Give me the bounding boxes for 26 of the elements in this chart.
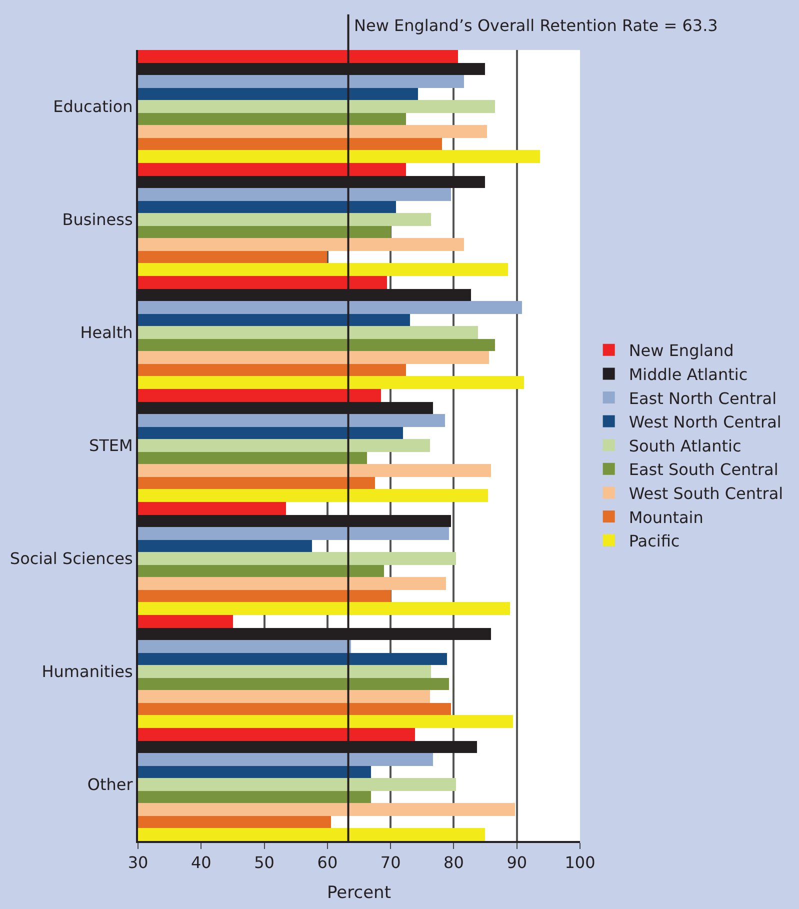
legend-label: Middle Atlantic <box>628 364 748 384</box>
ref-line-label: New England’s Overall Retention Rate = 63.3 <box>354 16 718 35</box>
x-tick-label: 50 <box>254 853 274 872</box>
y-tick-label: Social Sciences <box>10 549 133 568</box>
y-tick-label: Business <box>62 210 133 230</box>
x-tick-label: 40 <box>190 853 212 872</box>
legend-label: New England <box>628 341 734 360</box>
x-tick-label: 80 <box>444 853 464 872</box>
y-tick-label: Other <box>87 775 134 794</box>
y-tick-label: Education <box>53 97 133 116</box>
x-tick-label: 60 <box>317 853 338 872</box>
legend-label: West South Central <box>628 484 784 503</box>
x-axis-title: Percent <box>327 883 392 904</box>
legend-label: East South Central <box>628 460 778 480</box>
x-tick-label: 30 <box>128 853 148 872</box>
legend-label: West North Central <box>628 412 782 432</box>
legend-label: South Atlantic <box>628 436 742 456</box>
legend-label: East North Central <box>628 388 777 408</box>
x-tick-label: 100 <box>564 853 596 872</box>
legend-label: Mountain <box>628 508 704 527</box>
legend-label: Pacific <box>628 532 680 551</box>
y-tick-label: Health <box>80 323 133 342</box>
y-tick-label: Humanities <box>42 662 133 682</box>
x-tick-label: 90 <box>506 853 528 872</box>
x-tick-label: 70 <box>380 853 401 872</box>
y-tick-label: STEM <box>88 436 133 456</box>
